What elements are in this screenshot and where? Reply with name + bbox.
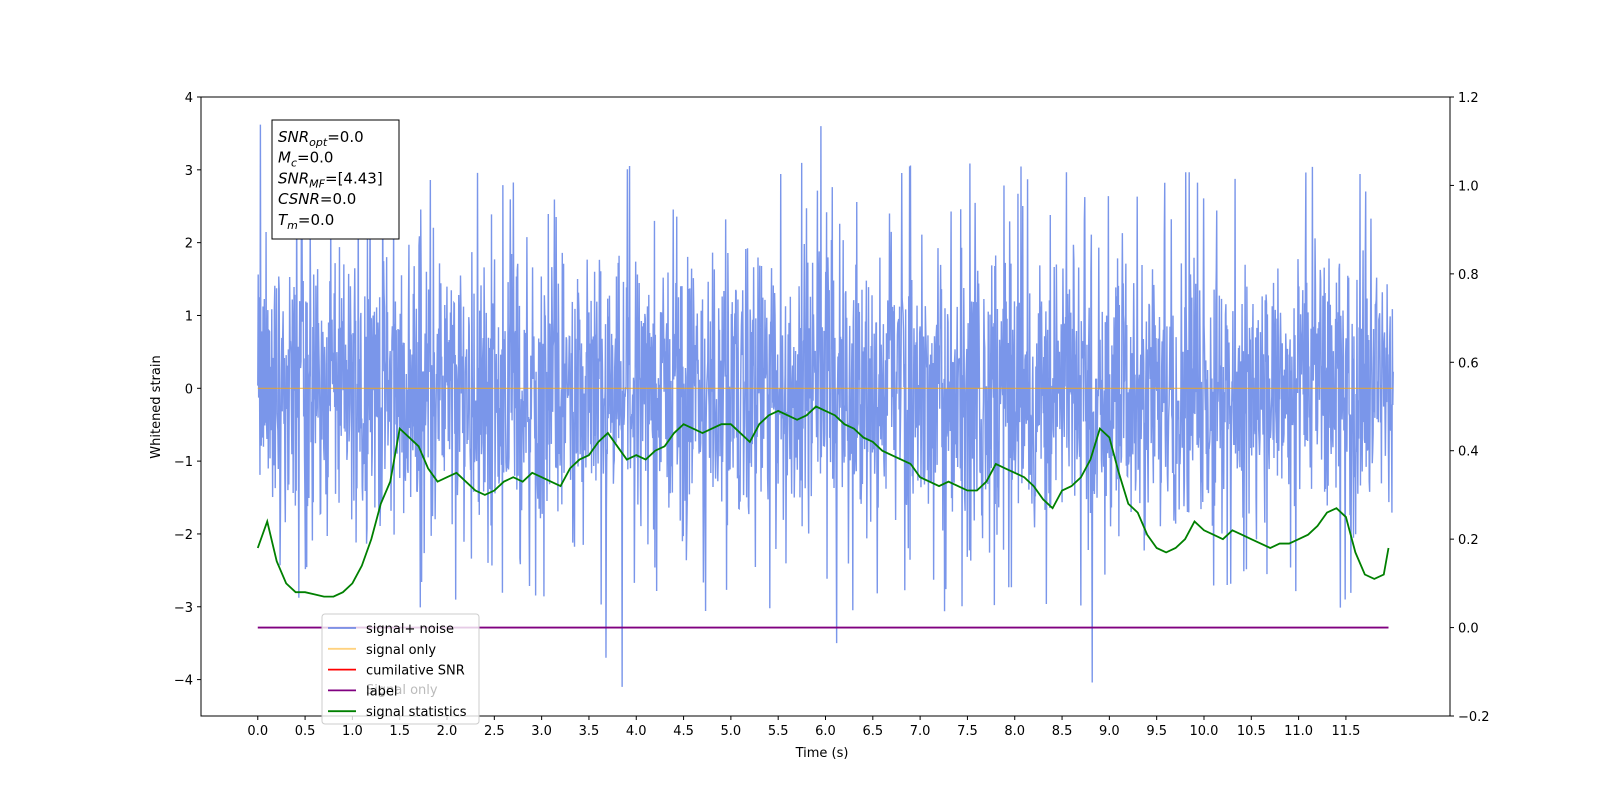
y-tick-label: −3 — [174, 601, 193, 616]
stats-name: SNR — [278, 128, 309, 146]
y-tick-label: 0 — [185, 382, 193, 397]
x-tick-label: 6.5 — [862, 724, 883, 739]
x-tick-label: 8.0 — [1004, 724, 1025, 739]
x-tick-label: 5.0 — [721, 724, 742, 739]
stats-subscript: MF — [309, 177, 325, 190]
legend-item: cumilative SNR — [328, 664, 465, 679]
x-tick-label: 7.5 — [957, 724, 978, 739]
x-tick-label: 4.5 — [673, 724, 694, 739]
x-tick-label: 4.0 — [626, 724, 647, 739]
x-tick-label: 0.0 — [247, 724, 268, 739]
legend-items: signal+ noise signal only cumilative SNR la… — [328, 622, 467, 720]
stats-name: T — [278, 211, 289, 229]
stats-subscript: m — [287, 219, 298, 232]
stats-subscript: c — [291, 157, 297, 170]
stats-name: CSNR — [278, 190, 320, 208]
signal-statistics-line — [256, 405, 1390, 598]
y2-tick-label: 0.6 — [1458, 356, 1479, 371]
stats-lines: SNRopt=0.0Mc=0.0SNRMF=[4.43]CSNR=0.0Tm=0… — [278, 128, 383, 232]
stats-name: SNR — [278, 169, 309, 187]
legend-label: label — [366, 684, 397, 699]
legend-frame — [321, 613, 480, 725]
x-tick-label: 2.5 — [484, 724, 505, 739]
y-tick-label: −2 — [174, 528, 193, 543]
x-tick-label: 7.0 — [910, 724, 931, 739]
y-axis-title: Whitened strain — [149, 355, 164, 458]
y2-tick-label: 0.0 — [1458, 622, 1479, 637]
legend: Signal only signal+ noise signal only cumi… — [321, 613, 480, 725]
x-axis-title: Time (s) — [795, 746, 849, 761]
stats-box: SNRopt=0.0Mc=0.0SNRMF=[4.43]CSNR=0.0Tm=0… — [271, 119, 400, 240]
y-axis-left: 4 3 2 1 0 −1 −2 −3 −4 — [174, 91, 201, 689]
x-tick-label: 1.5 — [389, 724, 410, 739]
legend-item: signal statistics — [328, 705, 467, 720]
x-tick-label: 10.5 — [1237, 724, 1266, 739]
stats-value: =[4.43] — [325, 169, 383, 187]
stats-line: Tm=0.0 — [278, 211, 334, 232]
y2-tick-label: 0.2 — [1458, 533, 1479, 548]
x-tick-label: 11.0 — [1284, 724, 1313, 739]
y2-tick-label: 0.4 — [1458, 445, 1479, 460]
y-tick-label: −1 — [174, 455, 193, 470]
x-axis: 0.0 0.5 1.0 1.5 2.0 2.5 3.0 3.5 4.0 4.5 5.0 5.5 6.0 6… — [247, 716, 1360, 739]
x-tick-label: 5.5 — [768, 724, 789, 739]
stats-value: =0.0 — [320, 190, 356, 208]
x-tick-label: 11.5 — [1331, 724, 1360, 739]
signal-noise-line — [257, 124, 1394, 687]
stats-value: =0.0 — [327, 128, 363, 146]
x-tick-label: 3.0 — [531, 724, 552, 739]
x-tick-label: 2.0 — [437, 724, 458, 739]
y2-tick-label: 1.2 — [1458, 91, 1479, 106]
legend-label: signal+ noise — [366, 622, 454, 637]
stats-line: Mc=0.0 — [278, 149, 333, 170]
x-tick-label: 10.0 — [1190, 724, 1219, 739]
y-axis-right: 1.2 1.0 0.8 0.6 0.4 0.2 0.0 −0.2 — [1450, 91, 1490, 725]
x-tick-label: 1.0 — [342, 724, 363, 739]
x-tick-label: 6.0 — [815, 724, 836, 739]
x-tick-label: 8.5 — [1052, 724, 1073, 739]
x-tick-label: 9.0 — [1099, 724, 1120, 739]
x-tick-label: 9.5 — [1146, 724, 1167, 739]
legend-item: signal only — [328, 643, 436, 658]
signal-noise-series — [257, 124, 1394, 687]
y-tick-label: 3 — [185, 164, 193, 179]
legend-label: signal statistics — [366, 705, 467, 720]
y-tick-label: −4 — [174, 674, 193, 689]
y-tick-label: 1 — [185, 309, 193, 324]
y2-tick-label: −0.2 — [1458, 710, 1490, 725]
y2-tick-label: 0.8 — [1458, 268, 1479, 283]
legend-overlap-text: Signal only — [366, 683, 438, 698]
stats-value: =0.0 — [298, 211, 334, 229]
x-tick-label: 0.5 — [295, 724, 316, 739]
stats-line: SNRMF=[4.43] — [278, 169, 383, 190]
stats-name: M — [278, 149, 291, 167]
y-tick-label: 4 — [185, 91, 193, 106]
stats-subscript: opt — [309, 136, 328, 149]
y2-tick-label: 1.0 — [1458, 179, 1479, 194]
stats-box-frame — [271, 119, 400, 240]
x-tick-label: 3.5 — [579, 724, 600, 739]
stats-line: CSNR=0.0 — [278, 190, 356, 208]
legend-item: signal+ noise — [328, 622, 454, 637]
stats-value: =0.0 — [297, 149, 333, 167]
stats-line: SNRopt=0.0 — [278, 128, 364, 149]
legend-label: signal only — [366, 643, 436, 658]
legend-item: label — [328, 684, 397, 699]
legend-label: cumilative SNR — [366, 664, 465, 679]
y-tick-label: 2 — [185, 237, 193, 252]
